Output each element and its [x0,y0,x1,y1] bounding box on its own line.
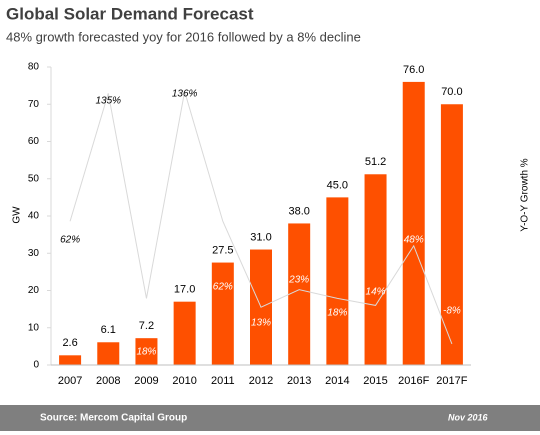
x-tick-label: 2008 [96,375,120,387]
source: Source: Mercom Capital Group [40,413,187,424]
bar-value-label: 17.0 [174,284,195,296]
x-tick-label: 2014 [325,375,349,387]
footer-band [0,405,540,431]
y-tick-label: 30 [28,248,40,259]
growth-label: 13% [251,318,271,329]
bar [211,262,234,365]
bar [326,197,349,365]
bar [135,338,158,365]
x-tick-label: 2012 [249,375,273,387]
y-tick-label: 40 [28,211,40,222]
y-tick-label: 70 [28,99,40,110]
bar [97,342,120,365]
bar-value-label: 2.6 [62,337,77,349]
growth-label: 14% [366,287,386,298]
bar [288,223,311,365]
y2-axis-label: Y-O-Y Growth % [520,158,531,231]
y-tick-label: 0 [33,360,39,371]
y-axis-label: GW [12,206,23,224]
growth-label: 62% [213,282,233,293]
x-tick-label: 2010 [172,375,196,387]
bar-value-label: 31.0 [250,231,271,243]
growth-line [69,91,453,345]
y-tick-label: 10 [28,322,40,333]
y-tick-label: 20 [28,285,40,296]
growth-label: 136% [172,89,198,100]
bar [59,355,82,365]
bar [440,104,463,365]
x-tick-label: 2011 [211,375,235,387]
y-tick-label: 80 [28,62,40,73]
growth-label: 18% [327,308,347,319]
chart-title: Global Solar Demand Forecast [6,4,254,23]
x-tick-label: 2016F [398,375,429,387]
growth-label: -8% [443,306,461,317]
bar-value-label: 76.0 [403,64,424,76]
x-tick-label: 2013 [287,375,311,387]
date: Nov 2016 [448,412,489,422]
growth-label: 135% [95,96,121,107]
growth-label: 62% [60,235,80,246]
x-tick-label: 2015 [363,375,387,387]
y-tick-label: 60 [28,136,40,147]
bar-value-label: 6.1 [101,324,116,336]
x-tick-label: 2009 [134,375,158,387]
bar [364,174,387,365]
bar [402,81,425,366]
bar-value-label: 51.2 [365,156,386,168]
bar [173,301,196,365]
growth-label: 23% [288,275,309,286]
bar-value-label: 38.0 [288,205,309,217]
growth-label: 18% [136,347,156,358]
growth-label: 48% [404,235,424,246]
y-tick-label: 50 [28,173,40,184]
x-tick-label: 2007 [58,375,82,387]
chart-subtitle: 48% growth forecasted yoy for 2016 follo… [6,29,361,44]
bar-value-label: 27.5 [212,244,233,256]
bar-value-label: 45.0 [327,179,348,191]
bar-value-label: 7.2 [139,320,154,332]
x-tick-label: 2017F [436,375,467,387]
bar-value-label: 70.0 [441,86,462,98]
